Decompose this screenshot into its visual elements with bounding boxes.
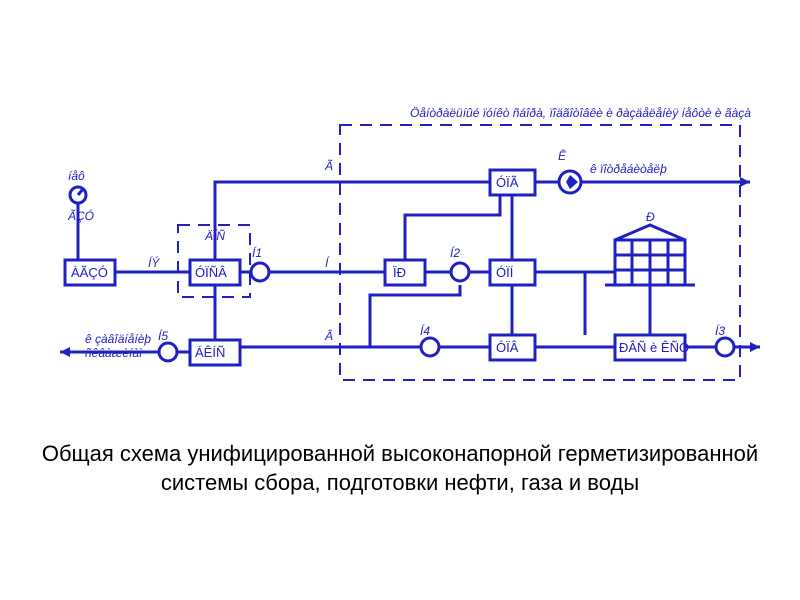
node-n5: ÓÏÍ: [490, 260, 535, 285]
svg-text:Í4: Í4: [420, 323, 430, 338]
svg-text:ÓÏÃ: ÓÏÃ: [496, 175, 519, 190]
label-k: Ê: [558, 148, 567, 163]
pump-p2: Í2: [450, 245, 469, 281]
node-tank: Ð: [605, 210, 695, 285]
node-n4: ÏÐ: [385, 260, 425, 285]
svg-text:ÀÃÇÓ: ÀÃÇÓ: [71, 265, 108, 280]
label-g: Ã: [324, 159, 333, 173]
region-title: Öåíòðàëüíûé ïóíêò ñáîðà, ïîäãîòîâêè è ðà…: [410, 106, 751, 120]
label-gzu: ÃÇÓ: [67, 208, 94, 223]
node-n6: ÓÏÃ: [490, 170, 535, 195]
label-nef: íåô: [68, 169, 85, 183]
process-diagram: Öåíòðàëüíûé ïóíêò ñáîðà, ïîäãîòîâêè è ðà…: [30, 45, 770, 405]
svg-text:Í3: Í3: [715, 323, 725, 338]
label-ne: ÍÝ: [148, 255, 160, 270]
pump-p4: Í4: [420, 323, 439, 356]
svg-text:ê ïîòðåáèòåëþ: ê ïîòðåáèòåëþ: [590, 162, 667, 176]
node-n8: ÐÂÑ è ÊÑÓ: [615, 335, 689, 360]
svg-text:ÓÏÑÂ: ÓÏÑÂ: [195, 265, 227, 280]
arrow-out-right: [750, 342, 760, 352]
node-n1: ÀÃÇÓ: [65, 260, 115, 285]
pump-p1: Í1: [251, 245, 269, 281]
node-n7: ÓÏÂ: [490, 335, 535, 360]
label-inj2: ñêâàæèíàì: [85, 346, 142, 360]
node-n3: ÁÊÍÑ: [190, 340, 240, 365]
label-dns: ÄÍÑ: [204, 228, 225, 243]
caption: Общая схема унифицированной высоконапорн…: [0, 440, 800, 497]
svg-text:ÓÏÂ: ÓÏÂ: [496, 340, 519, 355]
arrow-water-out: [60, 347, 70, 357]
svg-text:Í5: Í5: [158, 328, 168, 343]
edge-loop: [370, 285, 460, 347]
label-v: Â: [324, 328, 333, 343]
svg-text:Ð: Ð: [646, 210, 655, 224]
svg-text:ÓÏÍ: ÓÏÍ: [496, 265, 514, 280]
arrow-gas-out: [740, 177, 750, 187]
svg-text:Í2: Í2: [450, 245, 460, 260]
pump-comp: ê ïîòðåáèòåëþ: [559, 162, 667, 193]
label-inj1: ê çàâîäíåíèþ: [85, 332, 151, 346]
pump-p3: Í3: [715, 323, 734, 356]
svg-text:ÐÂÑ è ÊÑÓ: ÐÂÑ è ÊÑÓ: [619, 340, 689, 355]
svg-text:ÁÊÍÑ: ÁÊÍÑ: [195, 345, 225, 360]
svg-text:Í1: Í1: [252, 245, 262, 260]
pump-p5: Í5: [158, 328, 177, 361]
svg-text:ÏÐ: ÏÐ: [393, 265, 406, 280]
label-n: Í: [325, 255, 330, 270]
node-n2: ÓÏÑÂ: [190, 260, 240, 285]
